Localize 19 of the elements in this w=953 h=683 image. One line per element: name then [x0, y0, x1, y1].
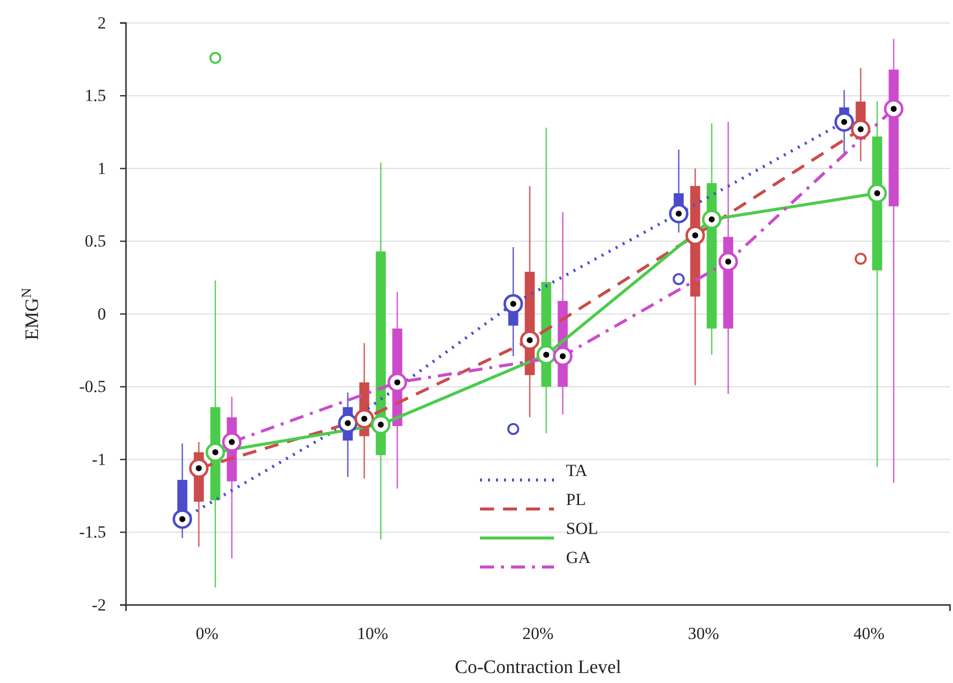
x-tick-label: 0%	[196, 624, 218, 644]
y-tick-label: 1.5	[84, 86, 106, 106]
y-tick-label: -0.5	[79, 377, 106, 396]
y-tick-label: 0.5	[84, 232, 106, 251]
x-tick-label: 30%	[688, 624, 720, 644]
x-tick-label: 10%	[356, 624, 388, 644]
legend-label: SOL	[566, 519, 598, 538]
x-axis-title: Co-Contraction Level	[454, 657, 622, 678]
legend-label: GA	[566, 548, 592, 567]
y-tick-label: 0	[98, 304, 106, 324]
y-tick-label: 2	[98, 13, 106, 32]
y-tick-label: 1	[98, 158, 106, 178]
legend-label: PL	[566, 490, 586, 509]
y-tick-label: -2	[92, 595, 106, 614]
y-tick-label: -1	[92, 450, 106, 469]
x-tick-label: 20%	[522, 624, 554, 644]
x-tick-label: 40%	[853, 624, 885, 644]
legend-label: TA	[566, 461, 588, 480]
y-tick-label: -1.5	[79, 522, 106, 542]
